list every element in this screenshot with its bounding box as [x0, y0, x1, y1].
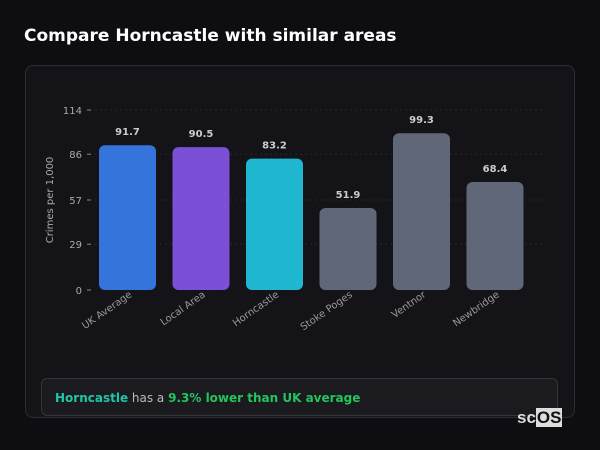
- x-tick-label: Stoke Poges: [299, 289, 355, 333]
- data-label: 90.5: [189, 129, 214, 140]
- bar[interactable]: [99, 145, 156, 290]
- bar[interactable]: [466, 182, 524, 290]
- y-axis-label: Crimes per 1,000: [45, 157, 56, 244]
- x-tick-label: Local Area: [159, 289, 208, 328]
- x-tick-label: Horncastle: [231, 289, 281, 329]
- scos-logo: scOS: [517, 408, 563, 427]
- bar[interactable]: [172, 147, 230, 290]
- y-tick-label: 86: [69, 150, 82, 161]
- summary-result: 9.3% lower than UK average: [168, 391, 361, 405]
- x-tick-label: UK Average: [80, 289, 134, 331]
- y-tick-label: 29: [69, 240, 82, 251]
- summary-area: Horncastle: [55, 391, 129, 405]
- bar[interactable]: [319, 208, 377, 290]
- y-tick-label: 57: [69, 196, 82, 207]
- summary-box: Horncastle has a 9.3% lower than UK aver…: [41, 378, 558, 416]
- data-label: 51.9: [336, 190, 361, 201]
- data-label: 99.3: [409, 115, 434, 126]
- data-label: 83.2: [262, 141, 287, 152]
- page-title: Compare Horncastle with similar areas: [24, 26, 397, 46]
- data-label: 91.7: [115, 127, 140, 138]
- y-tick-label: 114: [63, 106, 82, 117]
- summary-text: has a: [128, 391, 169, 405]
- x-tick-label: Ventnor: [390, 289, 429, 321]
- data-label: 68.4: [483, 164, 508, 175]
- y-tick-label: 0: [76, 286, 82, 297]
- x-tick-label: Newbridge: [451, 289, 501, 329]
- bar[interactable]: [246, 158, 303, 290]
- bar[interactable]: [393, 133, 450, 290]
